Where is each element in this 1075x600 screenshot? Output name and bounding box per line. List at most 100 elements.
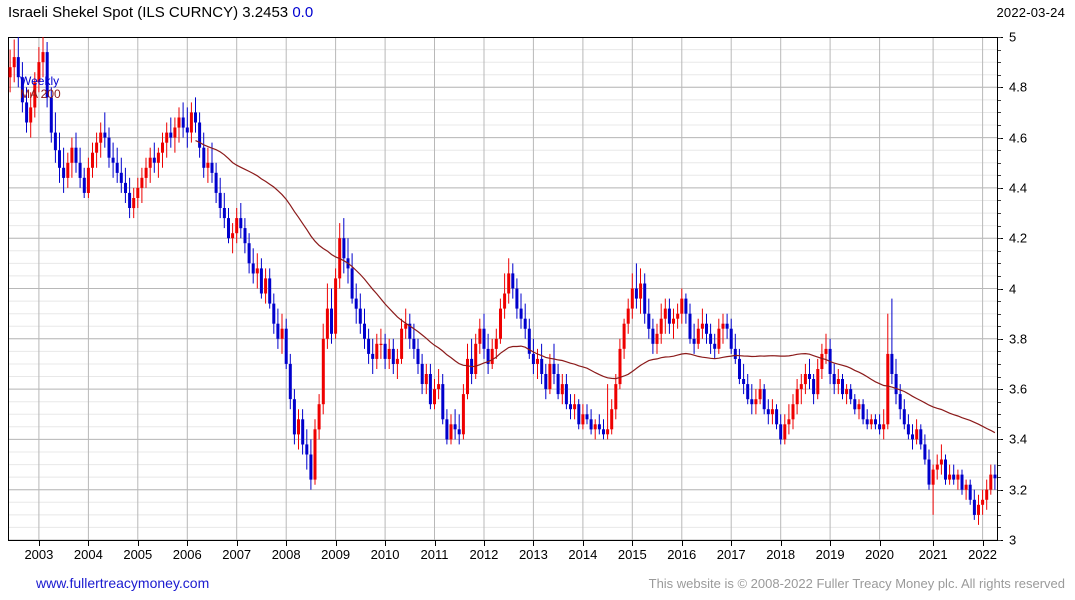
price-series	[8, 37, 997, 525]
x-axis-tick-label: 2021	[918, 547, 948, 562]
x-axis-tick-mark	[236, 541, 238, 546]
y-axis-minor-tick	[998, 288, 1001, 290]
x-axis: 2003 2004 2005 2006 2007 2008 2009 2010 2011 2012…	[8, 540, 998, 566]
x-axis-tick-mark	[187, 541, 189, 546]
y-axis-minor-tick	[998, 414, 1001, 416]
x-axis-tick-label: 2022	[968, 547, 998, 562]
last-price: 3.2453	[242, 4, 289, 21]
x-axis-tick-mark	[434, 541, 436, 546]
y-axis-minor-tick	[998, 225, 1001, 227]
y-axis-minor-tick	[998, 250, 1001, 252]
x-axis-tick-mark	[632, 541, 634, 546]
y-axis-minor-tick	[998, 477, 1001, 479]
chart-date: 2022-03-24	[996, 5, 1065, 20]
y-axis-minor-tick	[998, 502, 1001, 504]
y-axis-minor-tick	[998, 213, 1001, 215]
plot-canvas	[8, 37, 997, 540]
y-axis-minor-tick	[998, 112, 1001, 114]
y-axis-tick-label: 4	[1009, 281, 1017, 296]
x-axis-tick-mark	[286, 541, 288, 546]
x-axis-tick-mark	[335, 541, 337, 546]
chart-header: Israeli Shekel Spot (ILS CURNCY) 3.2453 …	[0, 0, 1075, 28]
x-axis-tick-mark	[879, 541, 881, 546]
y-axis-minor-tick	[998, 326, 1001, 328]
x-axis-tick-mark	[681, 541, 683, 546]
y-axis-minor-tick	[998, 238, 1001, 240]
y-axis-minor-tick	[998, 313, 1001, 315]
x-axis-tick-label: 2008	[271, 547, 301, 562]
legend-item-weekly: Weekly	[20, 74, 60, 88]
x-axis-tick-label: 2012	[469, 547, 499, 562]
x-axis-tick-mark	[137, 541, 139, 546]
y-axis-minor-tick	[998, 87, 1001, 89]
y-axis-tick-label: 4.4	[1009, 180, 1028, 196]
y-axis-minor-tick	[998, 464, 1001, 466]
x-axis-line	[8, 540, 998, 541]
y-axis-minor-tick	[998, 376, 1001, 378]
instrument-name: Israeli Shekel Spot (ILS CURNCY)	[8, 4, 239, 21]
x-axis-tick-label: 2020	[865, 547, 895, 562]
y-axis-minor-tick	[998, 363, 1001, 365]
site-url[interactable]: www.fullertreacymoney.com	[36, 575, 210, 591]
y-axis-tick-label: 3	[1009, 532, 1017, 548]
chart-title: Israeli Shekel Spot (ILS CURNCY) 3.2453 …	[8, 4, 313, 21]
y-axis-tick-label: 4.2	[1009, 230, 1028, 246]
plot-area: Weekly MA 200	[8, 37, 997, 540]
x-axis-tick-mark	[88, 541, 90, 546]
y-axis-minor-tick	[998, 200, 1001, 202]
y-axis-line	[997, 37, 998, 541]
x-axis-tick-mark	[830, 541, 832, 546]
x-axis-tick-label: 2017	[716, 547, 746, 562]
chart-legend: Weekly MA 200	[20, 75, 61, 101]
y-axis-minor-tick	[998, 74, 1001, 76]
y-axis-minor-tick	[998, 62, 1001, 64]
x-axis-tick-label: 2003	[24, 547, 54, 562]
y-axis-minor-tick	[998, 426, 1001, 428]
x-axis-tick-label: 2009	[321, 547, 351, 562]
y-axis-minor-tick	[998, 37, 1001, 38]
y-axis-minor-tick	[998, 527, 1001, 529]
y-axis-tick-label: 4.6	[1009, 130, 1028, 146]
x-axis-tick-mark	[38, 541, 40, 546]
x-axis-tick-mark	[731, 541, 733, 546]
y-axis-minor-tick	[998, 451, 1001, 453]
legend-item-ma200: MA 200	[20, 87, 61, 101]
x-axis-tick-mark	[933, 541, 935, 546]
y-axis-tick-label: 3.4	[1009, 431, 1028, 447]
price-change: 0.0	[292, 4, 314, 21]
x-axis-tick-mark	[483, 541, 485, 546]
y-axis-minor-tick	[998, 99, 1001, 101]
x-axis-tick-mark	[982, 541, 984, 546]
x-axis-tick-label: 2004	[73, 547, 103, 562]
y-axis-minor-tick	[998, 187, 1001, 189]
x-axis-tick-mark	[533, 541, 535, 546]
y-axis-minor-tick	[998, 301, 1001, 303]
x-axis-tick-mark	[780, 541, 782, 546]
x-axis-tick-label: 2006	[172, 547, 202, 562]
x-axis-tick-label: 2016	[667, 547, 697, 562]
y-axis-minor-tick	[998, 338, 1001, 340]
x-axis-tick-label: 2011	[420, 547, 449, 562]
x-axis-tick-label: 2014	[568, 547, 598, 562]
y-axis-minor-tick	[998, 125, 1001, 127]
y-axis-minor-tick	[998, 389, 1001, 391]
copyright-notice: This website is © 2008-2022 Fuller Treac…	[648, 576, 1065, 591]
x-axis-tick-label: 2019	[815, 547, 845, 562]
x-axis-tick-mark	[582, 541, 584, 546]
y-axis-minor-tick	[998, 351, 1001, 353]
y-axis-minor-tick	[998, 275, 1001, 277]
y-axis-minor-tick	[998, 489, 1001, 491]
y-axis-tick-label: 3.2	[1009, 482, 1028, 498]
y-axis-minor-tick	[998, 514, 1001, 516]
y-axis-minor-tick	[998, 49, 1001, 51]
x-axis-tick-label: 2015	[617, 547, 647, 562]
y-axis-minor-tick	[998, 540, 1001, 541]
y-axis-minor-tick	[998, 175, 1001, 177]
y-axis-minor-tick	[998, 150, 1001, 152]
y-axis-minor-tick	[998, 401, 1001, 403]
y-axis-tick-label: 3.8	[1009, 331, 1028, 347]
x-axis-tick-label: 2007	[222, 547, 252, 562]
chart-footer: www.fullertreacymoney.com This website i…	[0, 572, 1075, 600]
x-axis-tick-label: 2018	[766, 547, 796, 562]
